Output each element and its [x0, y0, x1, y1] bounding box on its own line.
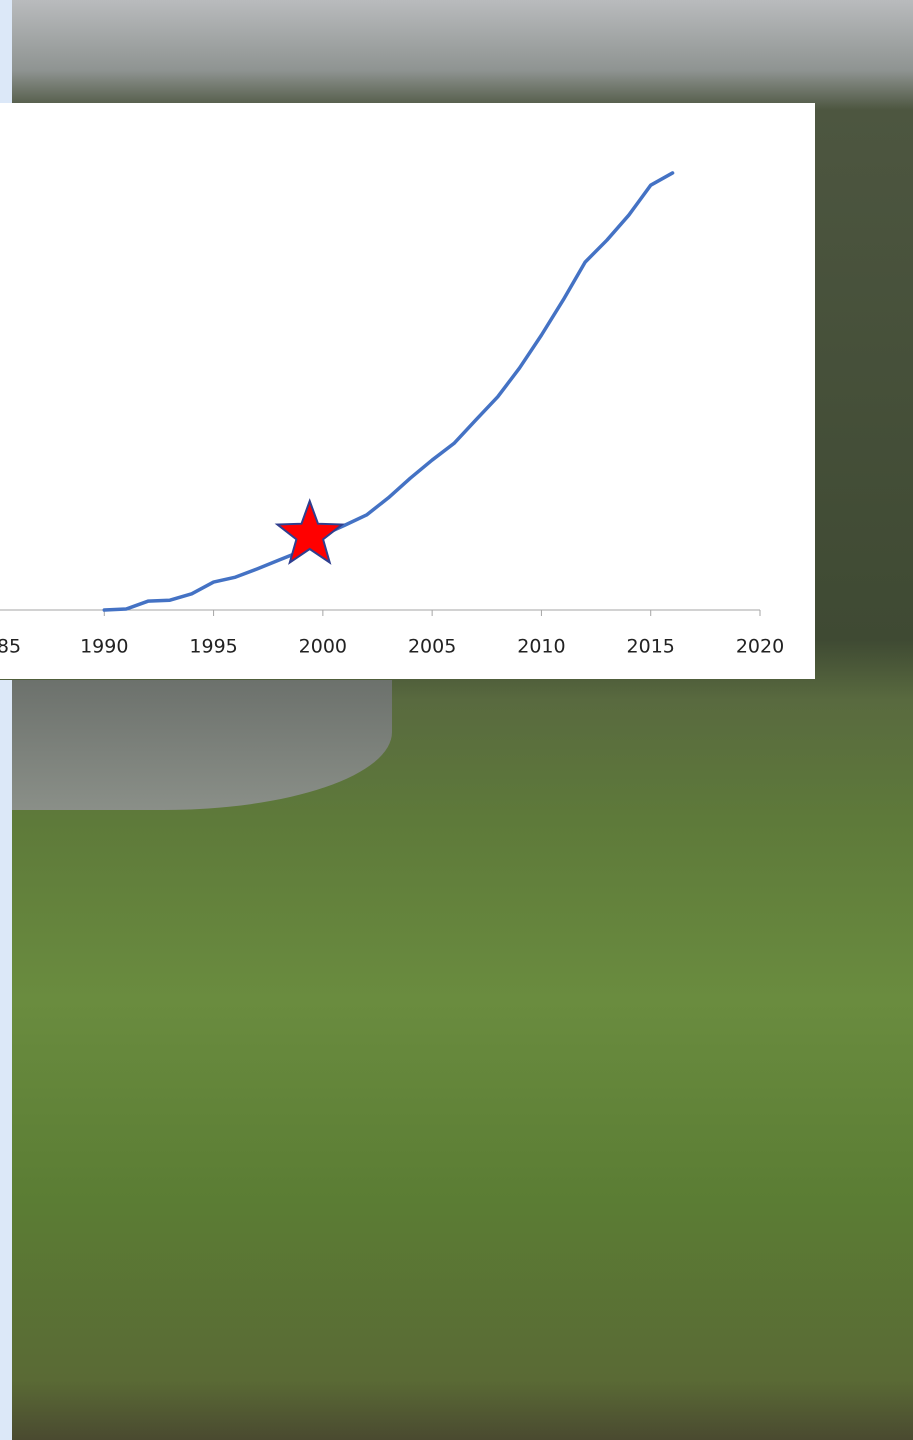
x-tick-label: 2015	[627, 636, 675, 658]
page: 851990199520002005201020152020 (() => { …	[0, 0, 913, 1440]
x-tick-label: 85	[0, 636, 21, 658]
x-tick-label: 2020	[736, 636, 784, 658]
x-tick-label: 2000	[299, 636, 347, 658]
x-tick-label: 2010	[517, 636, 565, 658]
chart-panel	[0, 103, 815, 679]
x-tick-label: 1990	[80, 636, 128, 658]
x-tick-label: 1995	[189, 636, 237, 658]
x-tick-label: 2005	[408, 636, 456, 658]
chart: 85 1990 1995 2000 2005 2010 2015 2020	[0, 0, 913, 1440]
